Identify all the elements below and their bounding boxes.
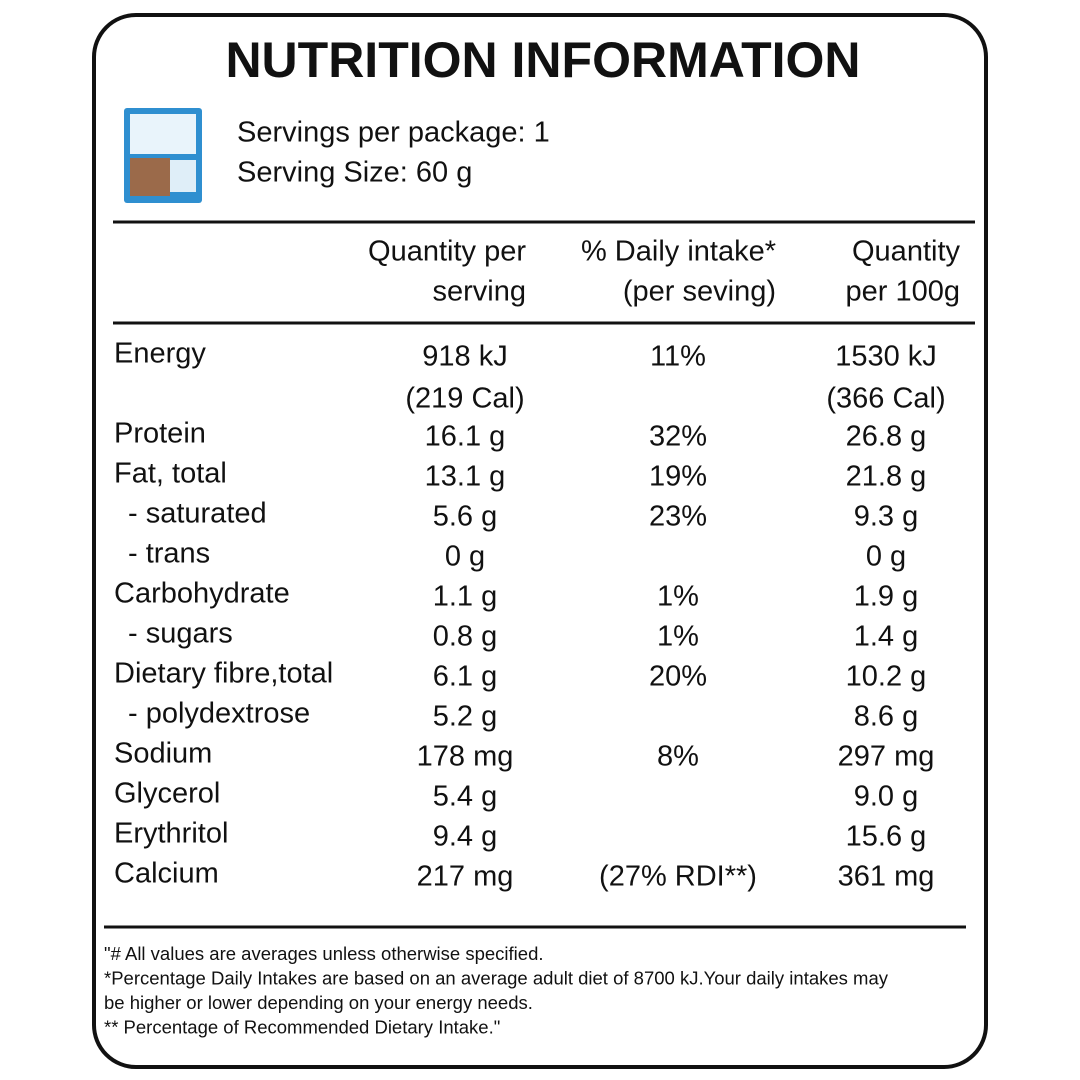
nutrient-value: 1.9 g: [854, 581, 919, 613]
column-header: serving: [433, 276, 527, 308]
footnote-line: *Percentage Daily Intakes are based on a…: [104, 967, 889, 988]
nutrient-value: 1%: [657, 621, 699, 653]
nutrient-value: 9.3 g: [854, 501, 919, 533]
nutrient-value: (27% RDI**): [599, 861, 757, 893]
title: NUTRITION INFORMATION: [225, 32, 860, 88]
nutrient-label: Carbohydrate: [114, 578, 290, 610]
nutrient-value: 21.8 g: [846, 461, 927, 493]
nutrient-label: - trans: [128, 538, 210, 570]
nutrient-value: 15.6 g: [846, 821, 927, 853]
nutrient-value: 0.8 g: [433, 621, 498, 653]
nutrient-value: 23%: [649, 501, 707, 533]
nutrient-value: 0 g: [866, 541, 906, 573]
nutrient-value: 1%: [657, 581, 699, 613]
nutrient-value: 8%: [657, 741, 699, 773]
nutrient-value: 5.6 g: [433, 501, 498, 533]
nutrient-value: (366 Cal): [826, 383, 945, 415]
nutrient-value: 20%: [649, 661, 707, 693]
nutrient-label: Sodium: [114, 738, 212, 770]
nutrient-label: Dietary fibre,total: [114, 658, 333, 690]
nutrient-value: 26.8 g: [846, 421, 927, 453]
nutrient-value: 1.1 g: [433, 581, 498, 613]
column-header: Quantity: [852, 236, 960, 268]
footnote-line: ** Percentage of Recommended Dietary Int…: [104, 1016, 500, 1037]
nutrient-value: 918 kJ: [422, 341, 507, 373]
nutrient-label: Protein: [114, 418, 206, 450]
nutrient-label: Calcium: [114, 858, 219, 890]
cookie: [130, 158, 170, 196]
nutrient-value: 178 mg: [417, 741, 514, 773]
nutrient-value: 6.1 g: [433, 661, 498, 693]
nutrient-value: 9.4 g: [433, 821, 498, 853]
footnote-line: be higher or lower depending on your ene…: [104, 992, 533, 1013]
footnote-line: "# All values are averages unless otherw…: [104, 943, 544, 964]
nutrient-value: 16.1 g: [425, 421, 506, 453]
panel-border: [92, 13, 988, 1069]
nutrient-value: 10.2 g: [846, 661, 927, 693]
nutrient-value: (219 Cal): [405, 383, 524, 415]
servings-per-package: Servings per package: 1: [237, 117, 550, 149]
nutrient-value: 5.4 g: [433, 781, 498, 813]
nutrient-value: 5.2 g: [433, 701, 498, 733]
nutrient-label: Glycerol: [114, 778, 220, 810]
column-header: (per seving): [623, 276, 776, 308]
column-header: per 100g: [846, 276, 961, 308]
nutrient-label: - sugars: [128, 618, 233, 650]
nutrient-value: 361 mg: [838, 861, 935, 893]
nutrient-value: 297 mg: [838, 741, 935, 773]
nutrient-label: Energy: [114, 338, 206, 370]
nutrient-value: 0 g: [445, 541, 485, 573]
nutrient-label: Fat, total: [114, 458, 227, 490]
nutrient-value: 13.1 g: [425, 461, 506, 493]
column-header: Quantity per: [368, 236, 526, 268]
nutrient-label: - saturated: [128, 498, 267, 530]
nutrient-value: 1.4 g: [854, 621, 919, 653]
package-art: [170, 160, 196, 192]
nutrient-label: - polydextrose: [128, 698, 310, 730]
nutrient-label: Erythritol: [114, 818, 228, 850]
nutrient-value: 32%: [649, 421, 707, 453]
nutrient-value: 1530 kJ: [835, 341, 937, 373]
package-label: [130, 114, 196, 154]
nutrient-value: 19%: [649, 461, 707, 493]
serving-size: Serving Size: 60 g: [237, 157, 472, 189]
column-header: % Daily intake*: [581, 236, 776, 268]
table: Quantity per serving % Daily intake* (per s…: [104, 236, 960, 1038]
nutrient-value: 11%: [650, 341, 706, 373]
product-image: [124, 108, 202, 203]
nutrient-value: 9.0 g: [854, 781, 919, 813]
nutrient-value: 8.6 g: [854, 701, 919, 733]
nutrient-value: 217 mg: [417, 861, 514, 893]
